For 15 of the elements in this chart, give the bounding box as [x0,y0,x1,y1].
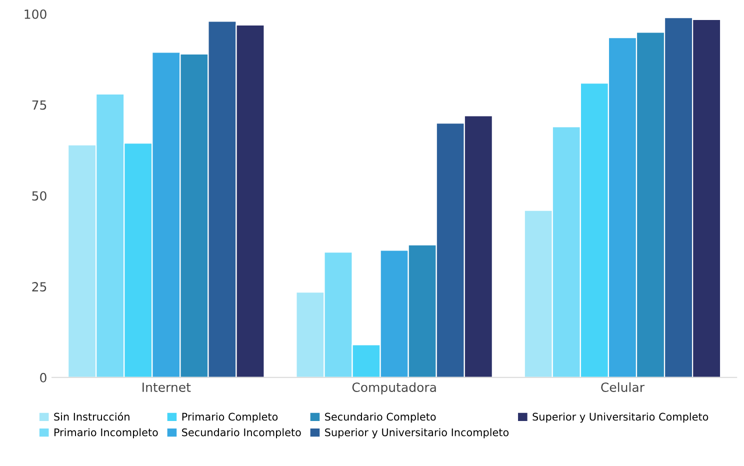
legend-label: Primario Incompleto [54,428,158,438]
legend-label: Secundario Incompleto [182,428,301,438]
legend-label: Superior y Universitario Incompleto [325,428,509,438]
x-tick-label: Celular [601,382,645,392]
legend-label: Superior y Universitario Completo [532,412,708,423]
x-tick-label: Computadora [352,382,436,394]
y-tick-label: 100 [24,9,46,19]
y-tick-label: 75 [32,100,46,110]
y-tick-label: 0 [40,372,46,382]
legend-label: Primario Completo [182,412,278,423]
legend-label: Secundario Completo [325,412,436,423]
legend-label: Sin Instrucción [54,412,130,421]
y-tick-label: 25 [32,282,46,292]
x-tick-label: Internet [142,382,191,392]
y-tick-label: 50 [32,191,46,201]
